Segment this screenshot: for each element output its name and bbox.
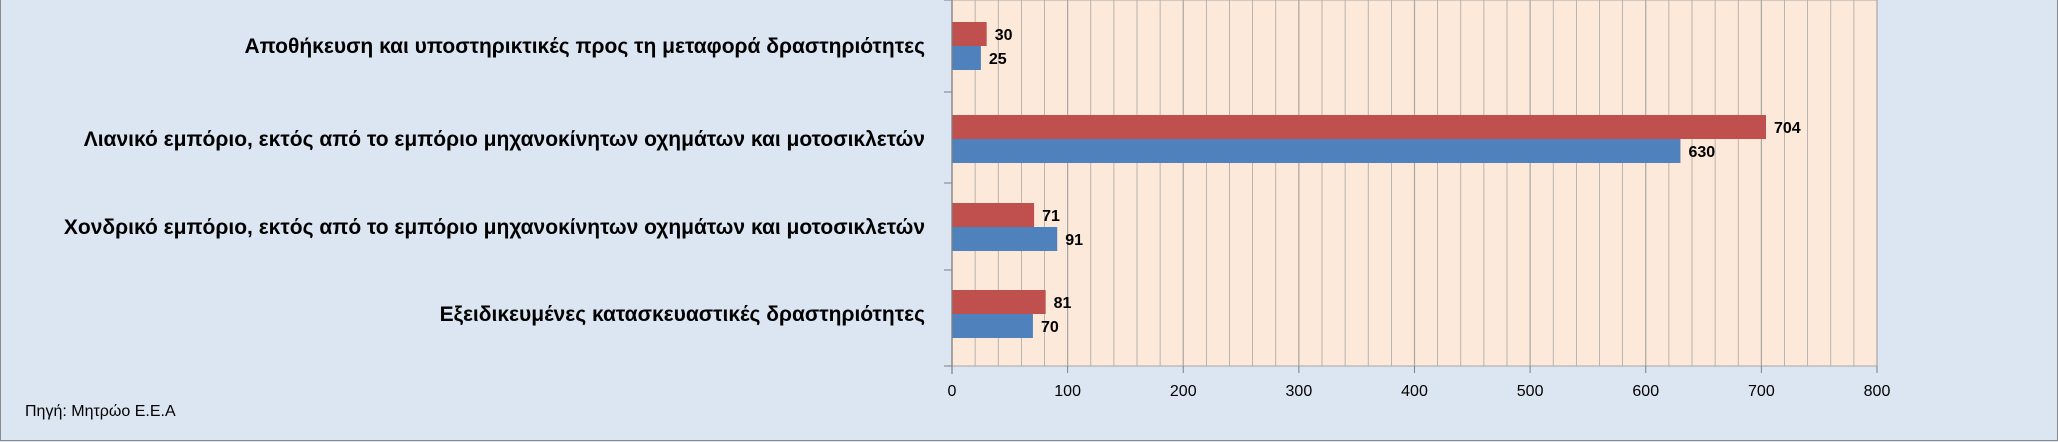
bar [952,314,1033,338]
data-label: 70 [1041,319,1059,336]
x-tick-label: 200 [1170,383,1197,400]
bar [952,139,1681,163]
x-tick-label: 800 [1864,383,1891,400]
bar [952,203,1035,227]
category-label: Αποθήκευση και υποστηρικτικές προς τη με… [245,35,926,58]
x-tick-label: 300 [1286,383,1313,400]
bar [952,46,981,70]
category-labels: Αποθήκευση και υποστηρικτικές προς τη με… [64,0,952,367]
data-label: 71 [1042,208,1060,225]
x-tick-label: 0 [948,383,957,400]
data-label: 25 [989,51,1007,68]
category-label: Χονδρικό εμπόριο, εκτός από το εμπόριο μ… [64,216,925,239]
x-tick-label: 500 [1517,383,1544,400]
bars: 30 25 704 630 71 91 81 70 [952,22,1801,338]
data-label: 91 [1065,232,1083,249]
bar [952,115,1766,139]
data-label: 630 [1688,144,1715,161]
x-tick-label: 400 [1401,383,1428,400]
x-tick-label: 700 [1748,383,1775,400]
bar [952,290,1046,314]
x-tick-label: 100 [1054,383,1081,400]
category-label: Εξειδικευμένες κατασκευαστικές δραστηριό… [440,303,925,326]
x-axis-ticks: 0 100 200 300 400 500 600 700 800 [948,366,1891,400]
source-note: Πηγή: Μητρώο Ε.Ε.Α [25,403,176,420]
gridlines [951,0,1878,366]
data-label: 81 [1054,295,1072,312]
data-label: 30 [995,27,1013,44]
bar [952,227,1058,251]
x-tick-label: 600 [1632,383,1659,400]
data-label: 704 [1774,120,1801,137]
bar [952,22,987,46]
category-label: Λιανικό εμπόριο, εκτός από το εμπόριο μη… [84,128,925,151]
